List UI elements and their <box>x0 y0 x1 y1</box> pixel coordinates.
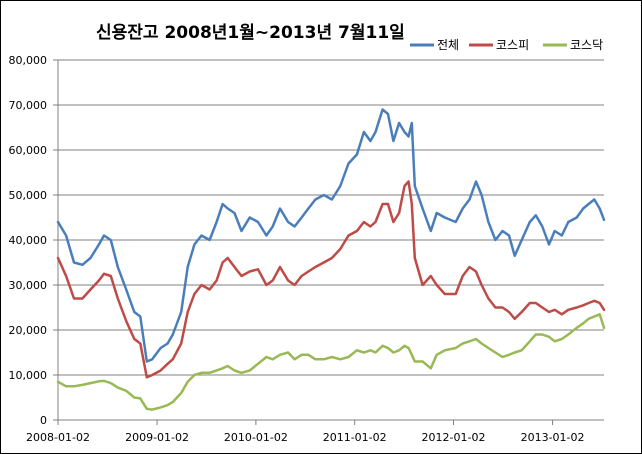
y-axis-tick-labels: 0 10,000 20,000 30,000 40,000 50,000 60,000 70,… <box>9 54 48 427</box>
series-line-3 <box>56 313 606 411</box>
y-tick-label: 30,000 <box>9 279 48 292</box>
legend-label: 코스피 <box>496 38 529 52</box>
x-tick-label: 2012-01-02 <box>422 431 486 444</box>
chart-title: 신용잔고 2008년1월~2013년 7월11일 <box>96 23 405 43</box>
axes <box>57 60 604 425</box>
legend-label: 전체 <box>437 38 459 52</box>
x-tick-label: 2009-01-02 <box>125 431 189 444</box>
x-tick-label: 2011-01-02 <box>323 431 387 444</box>
series-line-2 <box>56 180 606 379</box>
y-tick-label: 50,000 <box>9 189 48 202</box>
legend: 전체 코스피 코스닥 <box>410 38 603 52</box>
y-tick-label: 20,000 <box>9 324 48 337</box>
y-tick-label: 10,000 <box>9 369 48 382</box>
y-tick-label: 80,000 <box>9 54 48 67</box>
y-tick-label: 60,000 <box>9 144 48 157</box>
x-tick-label: 2013-01-02 <box>521 431 585 444</box>
x-tick-label: 2008-01-02 <box>26 431 90 444</box>
y-tick-label: 0 <box>40 414 47 427</box>
legend-label: 코스닥 <box>570 38 603 52</box>
gridlines <box>53 59 604 421</box>
series-line-1 <box>56 108 606 363</box>
x-axis-tick-labels: 2008-01-02 2009-01-02 2010-01-02 2011-01-02… <box>26 431 585 444</box>
series-lines <box>56 108 606 411</box>
x-tick-label: 2010-01-02 <box>224 431 288 444</box>
y-tick-label: 40,000 <box>9 234 48 247</box>
y-tick-label: 70,000 <box>9 99 48 112</box>
